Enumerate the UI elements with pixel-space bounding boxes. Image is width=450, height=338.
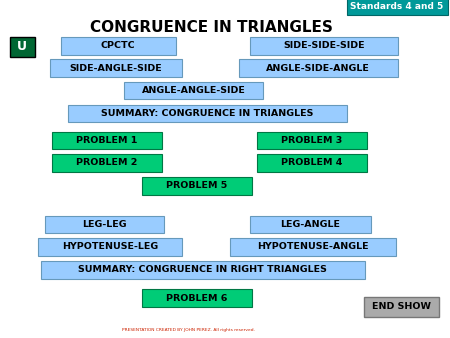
Text: CPCTC: CPCTC	[101, 42, 135, 50]
FancyBboxPatch shape	[124, 82, 263, 99]
FancyBboxPatch shape	[346, 0, 448, 15]
FancyBboxPatch shape	[61, 37, 176, 55]
Text: SIDE-SIDE-SIDE: SIDE-SIDE-SIDE	[283, 42, 365, 50]
Text: HYPOTENUSE-ANGLE: HYPOTENUSE-ANGLE	[257, 242, 369, 251]
Text: ANGLE-ANGLE-SIDE: ANGLE-ANGLE-SIDE	[142, 86, 245, 95]
FancyBboxPatch shape	[250, 37, 398, 55]
FancyBboxPatch shape	[230, 238, 396, 256]
Text: END SHOW: END SHOW	[372, 303, 431, 311]
FancyBboxPatch shape	[250, 216, 371, 233]
Text: SUMMARY: CONGRUENCE IN TRIANGLES: SUMMARY: CONGRUENCE IN TRIANGLES	[101, 109, 313, 118]
FancyBboxPatch shape	[256, 132, 367, 149]
Text: SUMMARY: CONGRUENCE IN RIGHT TRIANGLES: SUMMARY: CONGRUENCE IN RIGHT TRIANGLES	[78, 265, 327, 274]
Text: PROBLEM 5: PROBLEM 5	[166, 182, 228, 190]
Text: SIDE-ANGLE-SIDE: SIDE-ANGLE-SIDE	[69, 64, 162, 73]
Text: PROBLEM 3: PROBLEM 3	[281, 136, 342, 145]
FancyBboxPatch shape	[50, 59, 182, 77]
FancyBboxPatch shape	[45, 216, 164, 233]
FancyBboxPatch shape	[256, 154, 367, 172]
Text: U: U	[17, 40, 27, 53]
FancyBboxPatch shape	[52, 132, 162, 149]
FancyBboxPatch shape	[38, 238, 182, 256]
FancyBboxPatch shape	[238, 59, 398, 77]
Text: LEG-ANGLE: LEG-ANGLE	[280, 220, 341, 229]
FancyBboxPatch shape	[10, 37, 35, 57]
FancyBboxPatch shape	[40, 261, 365, 279]
Text: HYPOTENUSE-LEG: HYPOTENUSE-LEG	[62, 242, 158, 251]
Text: PROBLEM 2: PROBLEM 2	[76, 159, 138, 167]
Text: PROBLEM 6: PROBLEM 6	[166, 294, 228, 303]
Text: PRESENTATION CREATED BY JOHN PEREZ. All rights reserved.: PRESENTATION CREATED BY JOHN PEREZ. All …	[122, 328, 256, 332]
FancyBboxPatch shape	[142, 289, 252, 307]
FancyBboxPatch shape	[52, 154, 162, 172]
Text: LEG-LEG: LEG-LEG	[82, 220, 127, 229]
Text: CONGRUENCE IN TRIANGLES: CONGRUENCE IN TRIANGLES	[90, 20, 333, 34]
Text: ANGLE-SIDE-ANGLE: ANGLE-SIDE-ANGLE	[266, 64, 370, 73]
Text: PROBLEM 4: PROBLEM 4	[281, 159, 342, 167]
Text: Standards 4 and 5: Standards 4 and 5	[351, 2, 444, 11]
FancyBboxPatch shape	[68, 105, 346, 122]
FancyBboxPatch shape	[142, 177, 252, 195]
FancyBboxPatch shape	[364, 297, 439, 317]
Text: PROBLEM 1: PROBLEM 1	[76, 136, 138, 145]
